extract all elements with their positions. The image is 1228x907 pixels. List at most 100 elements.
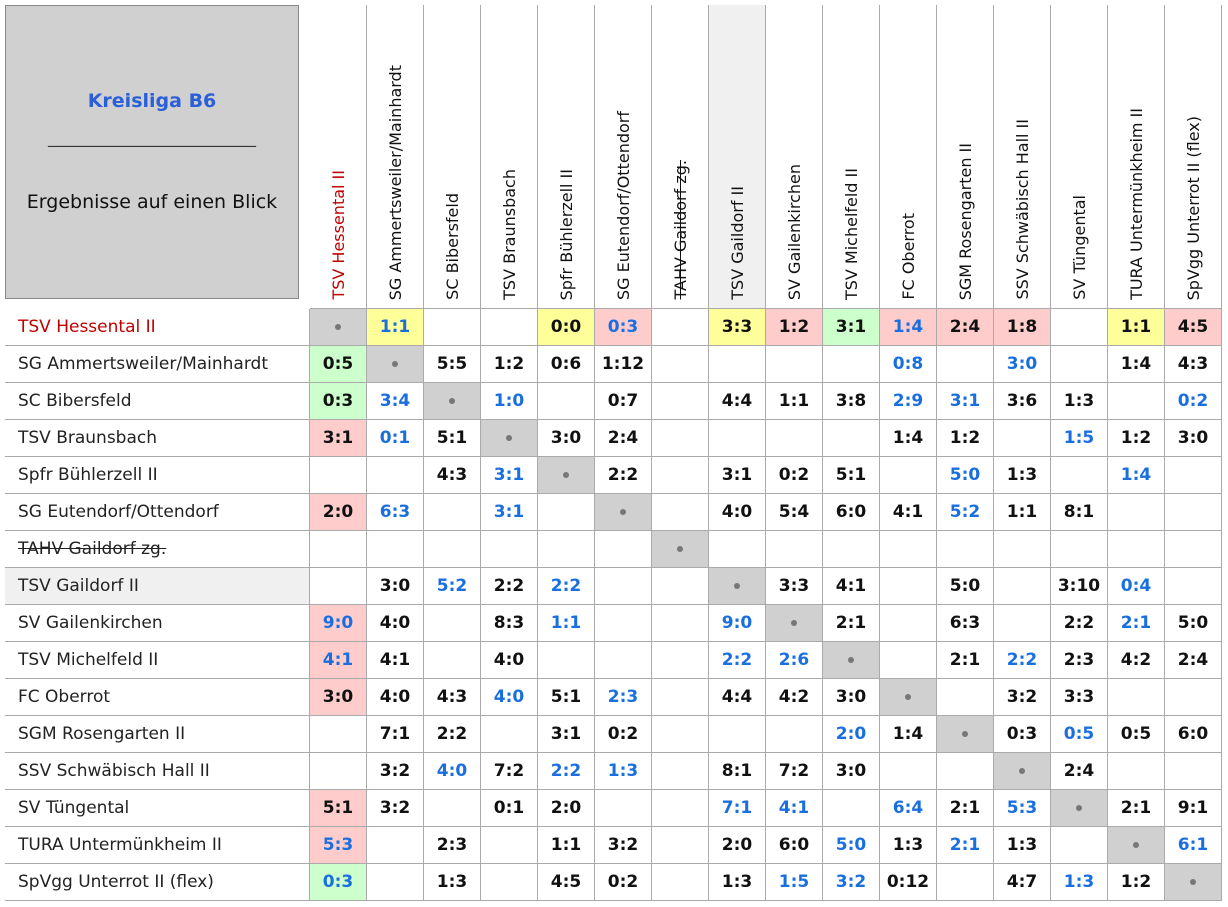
result-cell xyxy=(1108,753,1165,790)
result-cell xyxy=(538,383,595,420)
result-cell xyxy=(1165,568,1222,605)
row-header: TSV Hessental II xyxy=(5,309,310,346)
diagonal-marker xyxy=(1190,879,1196,885)
team-name: TSV Michelfeld II xyxy=(841,167,861,300)
diagonal-cell xyxy=(766,605,823,642)
row-header: TSV Braunsbach xyxy=(5,420,310,457)
result-cell xyxy=(652,679,709,716)
result-cell: 4:7 xyxy=(994,864,1051,901)
result-cell xyxy=(1165,753,1222,790)
result-cell: 3:8 xyxy=(823,383,880,420)
result-cell: 1:4 xyxy=(880,309,937,346)
result-cell: 1:2 xyxy=(937,420,994,457)
column-header: TSV Gaildorf II xyxy=(709,5,766,309)
result-cell: 2:1 xyxy=(1108,605,1165,642)
result-cell: 4:1 xyxy=(766,790,823,827)
result-cell: 3:0 xyxy=(994,346,1051,383)
result-cell: 2:2 xyxy=(538,568,595,605)
result-cell: 2:0 xyxy=(823,716,880,753)
result-cell xyxy=(424,642,481,679)
result-cell xyxy=(595,568,652,605)
result-cell: 5:0 xyxy=(823,827,880,864)
result-cell: 0:5 xyxy=(310,346,367,383)
result-cell: 0:1 xyxy=(481,790,538,827)
result-cell xyxy=(481,309,538,346)
diagonal-cell xyxy=(880,679,937,716)
diagonal-cell xyxy=(595,494,652,531)
result-cell: 1:3 xyxy=(880,827,937,864)
team-name: FC Oberrot xyxy=(898,213,918,300)
result-cell: 5:3 xyxy=(994,790,1051,827)
result-cell xyxy=(823,346,880,383)
result-cell xyxy=(766,420,823,457)
diagonal-cell xyxy=(823,642,880,679)
result-cell: 2:1 xyxy=(937,827,994,864)
column-header: TSV Michelfeld II xyxy=(823,5,880,309)
result-cell xyxy=(652,790,709,827)
diagonal-cell xyxy=(994,753,1051,790)
diagonal-marker xyxy=(905,694,911,700)
result-cell: 1:3 xyxy=(595,753,652,790)
result-cell xyxy=(1165,457,1222,494)
result-cell xyxy=(652,346,709,383)
result-cell xyxy=(367,827,424,864)
result-cell xyxy=(538,494,595,531)
result-cell: 0:3 xyxy=(310,383,367,420)
result-cell xyxy=(424,309,481,346)
result-cell: 1:5 xyxy=(1051,420,1108,457)
result-cell: 1:4 xyxy=(1108,457,1165,494)
result-cell: 4:0 xyxy=(367,679,424,716)
result-cell: 6:0 xyxy=(1165,716,1222,753)
result-cell: 5:0 xyxy=(937,457,994,494)
result-cell: 3:3 xyxy=(709,309,766,346)
result-cell: 2:2 xyxy=(595,457,652,494)
result-cell xyxy=(367,457,424,494)
result-cell xyxy=(937,864,994,901)
result-cell: 2:1 xyxy=(937,790,994,827)
result-cell xyxy=(595,605,652,642)
result-cell: 2:2 xyxy=(481,568,538,605)
row-header: SG Ammertsweiler/Mainhardt xyxy=(5,346,310,383)
team-name: Spfr Bühlerzell II xyxy=(556,168,576,300)
result-cell: 3:2 xyxy=(823,864,880,901)
result-cell: 2:4 xyxy=(1165,642,1222,679)
league-title: Kreisliga B6 xyxy=(87,90,217,112)
result-cell xyxy=(652,568,709,605)
result-cell xyxy=(1051,346,1108,383)
diagonal-marker xyxy=(335,324,341,330)
row-header: FC Oberrot xyxy=(5,679,310,716)
result-cell: 1:3 xyxy=(1051,864,1108,901)
column-header: Spfr Bühlerzell II xyxy=(538,5,595,309)
column-header: SC Bibersfeld xyxy=(424,5,481,309)
result-cell xyxy=(424,790,481,827)
column-header: TSV Braunsbach xyxy=(481,5,538,309)
team-name: TURA Untermünkheim II xyxy=(1126,108,1146,300)
result-cell: 0:6 xyxy=(538,346,595,383)
result-cell: 2:6 xyxy=(766,642,823,679)
result-cell xyxy=(424,494,481,531)
team-name: TSV Hessental II xyxy=(328,170,348,300)
result-cell xyxy=(709,420,766,457)
result-cell: 0:2 xyxy=(766,457,823,494)
result-cell: 3:0 xyxy=(823,753,880,790)
result-cell xyxy=(709,531,766,568)
result-cell: 0:4 xyxy=(1108,568,1165,605)
result-cell: 6:3 xyxy=(937,605,994,642)
result-cell: 3:1 xyxy=(823,309,880,346)
diagonal-marker xyxy=(962,731,968,737)
result-cell: 4:0 xyxy=(709,494,766,531)
result-cell: 0:8 xyxy=(880,346,937,383)
result-cell: 0:7 xyxy=(595,383,652,420)
result-cell: 1:8 xyxy=(994,309,1051,346)
result-cell xyxy=(424,605,481,642)
result-cell xyxy=(310,568,367,605)
result-cell: 3:1 xyxy=(481,494,538,531)
result-cell xyxy=(880,605,937,642)
result-cell: 3:0 xyxy=(310,679,367,716)
result-cell: 4:1 xyxy=(823,568,880,605)
result-cell: 4:0 xyxy=(367,605,424,642)
result-cell: 4:1 xyxy=(310,642,367,679)
result-cell xyxy=(1051,457,1108,494)
result-cell xyxy=(766,716,823,753)
